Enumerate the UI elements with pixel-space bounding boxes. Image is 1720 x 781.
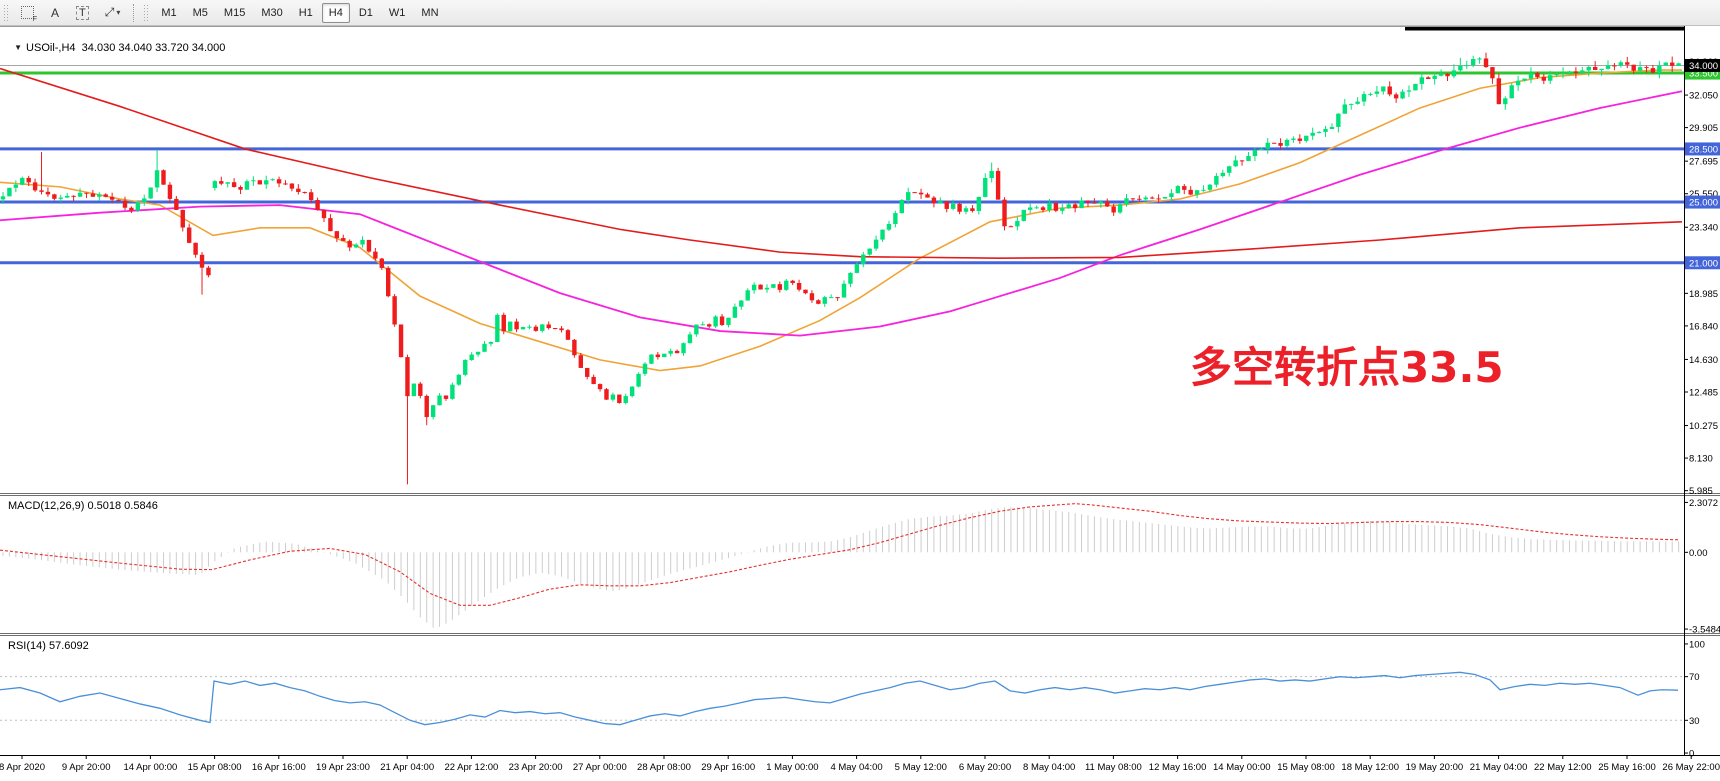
time-tick-label: 25 May 16:00 (1598, 762, 1656, 773)
time-tick-label: 22 Apr 12:00 (444, 762, 498, 773)
time-tick-label: 22 May 12:00 (1534, 762, 1592, 773)
rsi-tick-label: 30 (1689, 716, 1700, 727)
rsi-indicator-label: RSI(14) 57.6092 (8, 640, 89, 652)
rsi-tick-label: 0 (1689, 749, 1694, 760)
time-tick-label: 6 May 20:00 (959, 762, 1011, 773)
timeframe-button-m30[interactable]: M30 (261, 6, 283, 19)
time-tick-label: 15 Apr 08:00 (188, 762, 242, 773)
symbol-ohlc-bar: ▼ USOil-,H4 34.030 34.040 33.720 34.000 (8, 30, 225, 54)
level-price-box-label: 25.000 (1689, 198, 1718, 209)
macd-tick-label: -3.5484 (1689, 625, 1720, 636)
current-price-box-label: 34.000 (1689, 61, 1718, 72)
annotation-text: 多空转折点33.5 (1190, 343, 1504, 392)
time-tick-label: 18 May 12:00 (1341, 762, 1399, 773)
candlestick-series (0, 52, 1681, 485)
rsi-tick-label: 70 (1689, 672, 1700, 683)
symbol-dropdown-icon[interactable]: ▼ (14, 43, 23, 52)
level-price-box-label: 21.000 (1689, 258, 1718, 269)
time-tick-label: 11 May 08:00 (1085, 762, 1142, 773)
time-tick-label: 29 Apr 16:00 (701, 762, 755, 773)
main-chart-pane[interactable] (0, 26, 1684, 493)
time-tick-label: 23 Apr 20:00 (509, 762, 563, 773)
macd-indicator-label: MACD(12,26,9) 0.5018 0.5846 (8, 500, 158, 512)
time-tick-label: 1 May 00:00 (766, 762, 818, 773)
price-tick-label: 16.840 (1689, 321, 1718, 332)
black-top-line (1405, 26, 1684, 31)
time-tick-label: 28 Apr 08:00 (637, 762, 691, 773)
toolbar-grip-icon[interactable] (4, 4, 9, 21)
time-tick-label: 4 May 04:00 (830, 762, 882, 773)
ma-mid-magenta (0, 90, 1683, 337)
ma-fast-orange (0, 69, 1682, 372)
text-label-tool[interactable]: A (50, 5, 59, 20)
timeframe-button-m5[interactable]: M5 (192, 6, 208, 19)
level-price-box-label: 33.500 (1689, 69, 1718, 80)
macd-tick-label: 2.3072 (1689, 498, 1718, 509)
price-axis[interactable] (1684, 26, 1720, 755)
price-tick-label: 25.550 (1689, 189, 1718, 200)
time-tick-label: 8 May 04:00 (1023, 762, 1075, 773)
macd-histogram (2, 506, 1680, 628)
time-axis[interactable] (0, 755, 1720, 777)
time-tick-label: 8 Apr 2020 (0, 762, 45, 773)
macd-pane[interactable] (0, 495, 1684, 633)
rsi-tick-label: 100 (1689, 639, 1705, 650)
price-tick-label: 27.695 (1689, 157, 1718, 168)
timeframe-button-mn[interactable]: MN (421, 6, 439, 19)
level-price-box (1685, 142, 1720, 156)
top-toolbar: F A T ⤢ ▾ M1 M5 M15 M30 H1 H4 D1 W1 MN (0, 0, 1720, 26)
text-box-tool[interactable]: T (69, 3, 96, 23)
time-tick-label: 9 Apr 20:00 (62, 762, 111, 773)
rsi-pane[interactable] (0, 635, 1684, 755)
arrows-tool[interactable]: ⤢ ▾ (104, 5, 121, 19)
toolbar-separator (133, 3, 135, 22)
price-tick-label: 32.050 (1689, 91, 1718, 102)
price-tick-label: 12.485 (1689, 387, 1718, 398)
time-tick-label: 16 Apr 16:00 (252, 762, 306, 773)
time-tick-label: 5 May 12:00 (895, 762, 947, 773)
time-tick-label: 15 May 08:00 (1277, 762, 1335, 773)
time-tick-label: 21 May 04:00 (1470, 762, 1528, 773)
ma-slow-red (0, 67, 1683, 260)
timeframe-button-h4[interactable]: H4 (321, 2, 350, 23)
toolbar-grip-icon[interactable] (144, 4, 150, 21)
timeframe-button-w1[interactable]: W1 (388, 6, 406, 19)
chart-template-tool[interactable]: F (14, 3, 41, 23)
time-tick-label: 27 Apr 00:00 (573, 762, 627, 773)
current-price-box (1685, 58, 1720, 72)
macd-tick-label: 0.00 (1689, 548, 1708, 559)
timeframe-button-m1[interactable]: M1 (161, 6, 177, 19)
time-tick-label: 14 Apr 00:00 (123, 762, 177, 773)
price-tick-label: 18.985 (1689, 289, 1718, 300)
symbol-ohlc-text: USOil-,H4 34.030 34.040 33.720 34.000 (26, 42, 226, 54)
price-tick-label: 29.905 (1689, 123, 1718, 134)
rsi-line (0, 671, 1679, 726)
time-tick-label: 19 Apr 23:00 (316, 762, 370, 773)
level-price-box-label: 28.500 (1689, 144, 1718, 155)
time-tick-label: 21 Apr 04:00 (380, 762, 434, 773)
time-tick-label: 26 May 22:00 (1662, 762, 1720, 773)
price-tick-label: 8.130 (1689, 454, 1713, 465)
timeframe-button-d1[interactable]: D1 (358, 6, 373, 19)
level-price-box (1685, 195, 1720, 209)
macd-signal-line (0, 503, 1679, 606)
timeframe-button-h1[interactable]: H1 (298, 6, 313, 19)
price-tick-label: 23.340 (1689, 223, 1718, 234)
price-tick-label: 5.985 (1689, 486, 1713, 497)
price-tick-label: 14.630 (1689, 355, 1718, 366)
level-price-box (1685, 256, 1720, 270)
timeframe-button-m15[interactable]: M15 (223, 6, 246, 19)
time-tick-label: 14 May 00:00 (1213, 762, 1271, 773)
time-tick-label: 12 May 16:00 (1149, 762, 1207, 773)
price-tick-label: 10.275 (1689, 421, 1718, 432)
time-tick-label: 19 May 20:00 (1406, 762, 1464, 773)
